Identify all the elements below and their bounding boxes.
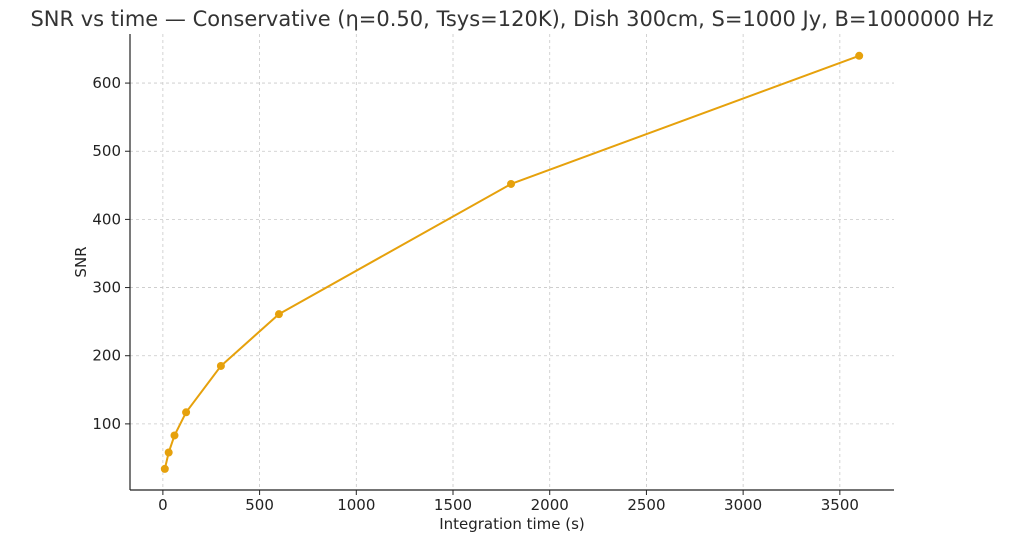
y-tick-label: 200 <box>92 347 121 365</box>
x-tick-label: 1500 <box>434 496 472 514</box>
data-point <box>160 464 169 473</box>
data-point <box>216 361 225 370</box>
chart-title: SNR vs time — Conservative (η=0.50, Tsys… <box>30 7 993 31</box>
data-point <box>170 431 179 440</box>
x-tick-label: 2500 <box>627 496 665 514</box>
x-tick-label: 3500 <box>821 496 859 514</box>
data-point <box>507 179 516 188</box>
y-axis-label: SNR <box>72 246 90 277</box>
y-tick-label: 400 <box>92 210 121 228</box>
axes: 0 500 1000 1500 2000 2500 3000 3500 100 200 300 400… <box>92 34 894 514</box>
grid <box>130 34 894 490</box>
y-tick-label: 100 <box>92 415 121 433</box>
data-point <box>164 448 173 457</box>
y-tick-label: 300 <box>92 279 121 297</box>
x-axis-label: Integration time (s) <box>439 515 585 533</box>
data-point <box>274 310 283 319</box>
series-line <box>163 54 861 470</box>
x-tick-label: 500 <box>245 496 274 514</box>
x-tick-label: 0 <box>158 496 168 514</box>
x-tick-label: 2000 <box>531 496 569 514</box>
series-layer <box>160 51 864 473</box>
y-tick-label: 600 <box>92 74 121 92</box>
x-tick-label: 3000 <box>724 496 762 514</box>
data-point <box>182 408 191 417</box>
data-point <box>855 51 864 60</box>
x-tick-label: 1000 <box>337 496 375 514</box>
y-tick-label: 500 <box>92 142 121 160</box>
